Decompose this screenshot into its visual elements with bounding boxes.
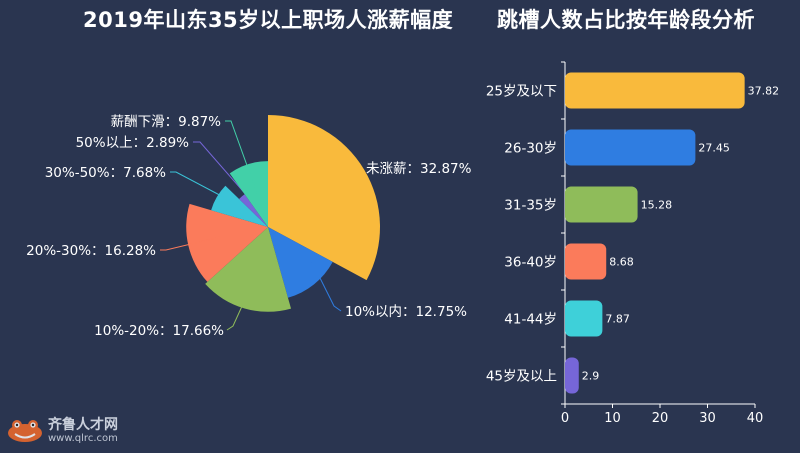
x-tick-label-4: 40 [747,411,764,426]
pie-label-4: 30%-50%：7.68% [45,165,166,181]
pie-slice-4 [211,185,268,227]
bar-category-label-4: 41-44岁 [504,312,557,328]
pie-slice-6 [229,161,268,227]
bar-2 [565,186,638,223]
pie-leader-line-2 [226,281,254,331]
pie-leader-line-4 [170,171,249,211]
x-tick-label-1: 10 [604,411,621,426]
pie-label-6: 薪酬下滑：9.87% [111,114,222,130]
pie-slice-3 [186,203,268,282]
bar-category-label-2: 31-35岁 [504,198,557,214]
x-tick-label-3: 30 [699,411,716,426]
bar-category-label-1: 26-30岁 [504,141,557,157]
pie-leader-line-1 [311,261,342,312]
bar-category-label-3: 36-40岁 [504,255,557,271]
pie-chart-title: 2019年山东35岁以上职场人涨薪幅度 [83,8,454,32]
pie-label-2: 10%-20%：17.66% [94,323,224,339]
bar-3 [565,243,607,280]
bar-category-label-0: 25岁及以下 [486,84,557,100]
pie-slice-2 [205,227,292,312]
bar-0 [565,72,745,109]
pie-label-3: 20%-30%：16.28% [26,243,156,259]
pie-label-5: 50%以上：2.89% [76,135,190,151]
pie-slice-5 [239,194,268,227]
pie-label-0: 未涨薪：32.87% [366,161,472,177]
bar-value-label-2: 15.28 [641,199,673,212]
logo: 齐鲁人才网 www.qlrc.com [6,418,118,444]
pie-label-1: 10%以内：12.75% [345,304,467,320]
bar-5 [565,357,579,394]
bar-value-label-3: 8.68 [609,256,634,269]
bar-4 [565,300,603,337]
bar-value-label-0: 37.82 [748,85,780,98]
bar-value-label-4: 7.87 [605,313,630,326]
bar-1 [565,129,696,166]
frog-logo-icon [8,420,42,442]
pie-slice-1 [268,227,333,298]
bar-chart-title: 跳槽人数占比按年龄段分析 [497,8,755,32]
pie-leader-line-3 [160,236,221,251]
bar-category-label-5: 45岁及以上 [486,369,557,385]
x-tick-label-0: 0 [561,411,569,426]
logo-name: 齐鲁人才网 [48,417,118,433]
pie-slice-0 [268,115,380,281]
logo-url: www.qlrc.com [48,433,118,444]
pie-leader-line-5 [193,141,256,206]
bar-value-label-5: 2.9 [582,370,600,383]
bar-value-label-1: 27.45 [698,142,730,155]
x-tick-label-2: 20 [652,411,669,426]
pie-leader-line-6 [225,120,259,197]
